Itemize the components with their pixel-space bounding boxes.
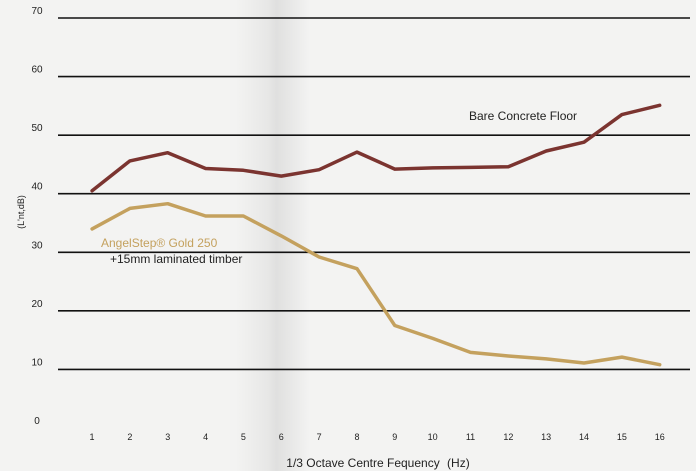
x-tick-label: 2 (127, 432, 132, 442)
series-line-bare-concrete-floor (90, 103, 662, 193)
y-tick-label: 70 (31, 6, 43, 17)
x-tick-label: 13 (541, 432, 551, 442)
x-tick-label: 4 (203, 432, 208, 442)
series-lines (90, 103, 662, 367)
x-tick-label: 10 (428, 432, 438, 442)
x-tick-label: 3 (165, 432, 170, 442)
x-tick-label: 11 (466, 432, 475, 442)
x-tick-label: 14 (579, 432, 589, 442)
x-tick-label: 7 (317, 432, 322, 442)
series-label-angelstep-subtitle: +15mm laminated timber (110, 252, 242, 266)
y-axis-ticks: 0 10 20 30 40 50 60 70 (31, 6, 43, 427)
x-tick-label: 1 (90, 432, 95, 442)
y-tick-label: 10 (31, 357, 43, 368)
series-line-angelstep-gold-250 (90, 201, 662, 367)
series-label-bare-concrete-floor: Bare Concrete Floor (469, 109, 577, 123)
x-axis-title-main: 1/3 Octave Centre Fequency (286, 456, 439, 470)
y-tick-label: 20 (31, 299, 43, 310)
y-tick-label: 60 (31, 65, 43, 76)
gridlines (58, 17, 690, 371)
y-tick-label: 50 (31, 123, 43, 134)
x-tick-label: 6 (279, 432, 284, 442)
series-label-angelstep: AngelStep® Gold 250 (101, 236, 218, 250)
x-tick-label: 9 (392, 432, 397, 442)
x-axis-title-unit: (Hz) (447, 456, 470, 470)
x-tick-label: 5 (241, 432, 246, 442)
x-tick-label: 15 (617, 432, 627, 442)
y-tick-label: 40 (31, 182, 43, 193)
page-fold-shadow (235, 0, 310, 471)
y-tick-label: 0 (34, 416, 40, 427)
x-tick-label: 8 (354, 432, 359, 442)
x-tick-label: 16 (655, 432, 665, 442)
x-axis-title: 1/3 Octave Centre Fequency (Hz) (286, 456, 469, 470)
y-axis-title: (L'nt,dB) (16, 195, 26, 229)
x-tick-label: 12 (503, 432, 513, 442)
y-tick-label: 30 (31, 240, 43, 251)
x-axis-ticks: 1 2 3 4 5 6 7 8 9 10 11 12 13 14 15 16 (90, 432, 665, 442)
